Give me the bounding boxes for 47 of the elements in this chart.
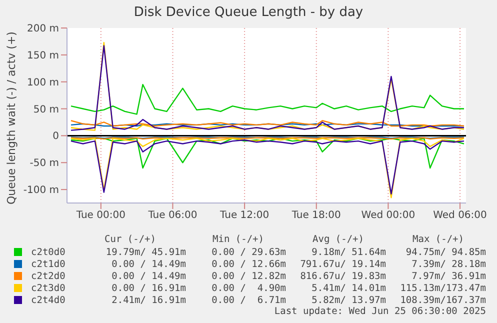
text: 19.79m/ 45.91m <box>104 246 186 258</box>
chart-title: Disk Device Queue Length - by day <box>132 5 364 20</box>
x-tick-label: Tue 00:00 <box>75 210 126 222</box>
y-tick-label: 100 m <box>26 77 59 88</box>
x-tick-label: Tue 18:00 <box>290 210 341 222</box>
legend-label: c2t4d0 <box>31 294 66 306</box>
text: 0.00 / 14.49m <box>110 258 186 270</box>
text: 5.82m/ 13.97m <box>310 294 386 306</box>
text: 108.39m/167.37m <box>399 294 486 306</box>
y-tick-label: 200 m <box>26 24 59 35</box>
line-series <box>70 84 465 115</box>
text: Last update: Wed Jun 25 06:30:00 2025 <box>273 306 486 318</box>
x-tick-label: Tue 06:00 <box>147 210 198 222</box>
line-series <box>70 138 465 169</box>
text: 0.00 / 12.66m <box>210 258 286 270</box>
text: 115.13m/173.47m <box>399 282 486 294</box>
y-tick-label: -50 m <box>30 158 59 170</box>
legend-label: c2t2d0 <box>31 270 66 282</box>
legend-label: c2t0d0 <box>31 246 66 258</box>
x-tick-label: Wed 00:00 <box>361 210 416 222</box>
y-axis-title: Queue length wait (-) / actv (+) <box>5 30 19 206</box>
y-tick-label: -100 m <box>23 185 59 196</box>
text: 0.00 / 16.91m <box>110 282 186 294</box>
text: 0.00 / 14.49m <box>110 270 186 282</box>
text: 0.00 / 29.63m <box>210 246 286 258</box>
text: Min (-/+) <box>212 234 265 246</box>
text: 5.41m/ 14.01m <box>310 282 386 294</box>
text: 816.67u/ 19.83m <box>299 270 386 282</box>
text: Max (-/+) <box>412 234 465 246</box>
text: Cur (-/+) <box>104 234 157 246</box>
text: 0.00 / 4.90m <box>210 282 286 294</box>
text: 0.00 / 12.82m <box>210 270 286 282</box>
text: 7.97m/ 36.91m <box>410 270 486 282</box>
x-tick-label: Tue 12:00 <box>219 210 270 222</box>
y-tick-label: 50 m <box>33 104 59 116</box>
text: 0.00 / 6.71m <box>210 294 286 306</box>
legend-label: c2t3d0 <box>31 282 66 294</box>
x-tick-label: Wed 06:00 <box>433 210 487 222</box>
legend-label: c2t1d0 <box>31 258 66 270</box>
text: 7.39m/ 28.18m <box>410 258 486 270</box>
text: 9.18m/ 51.64m <box>310 246 386 258</box>
text: Avg (-/+) <box>312 234 365 246</box>
y-tick-label: 150 m <box>26 50 59 62</box>
y-tick-label: 0 <box>52 131 59 142</box>
text: 2.41m/ 16.91m <box>110 294 186 306</box>
text: 791.67u/ 19.14m <box>299 258 386 270</box>
text: 94.75m/ 94.85m <box>404 246 486 258</box>
